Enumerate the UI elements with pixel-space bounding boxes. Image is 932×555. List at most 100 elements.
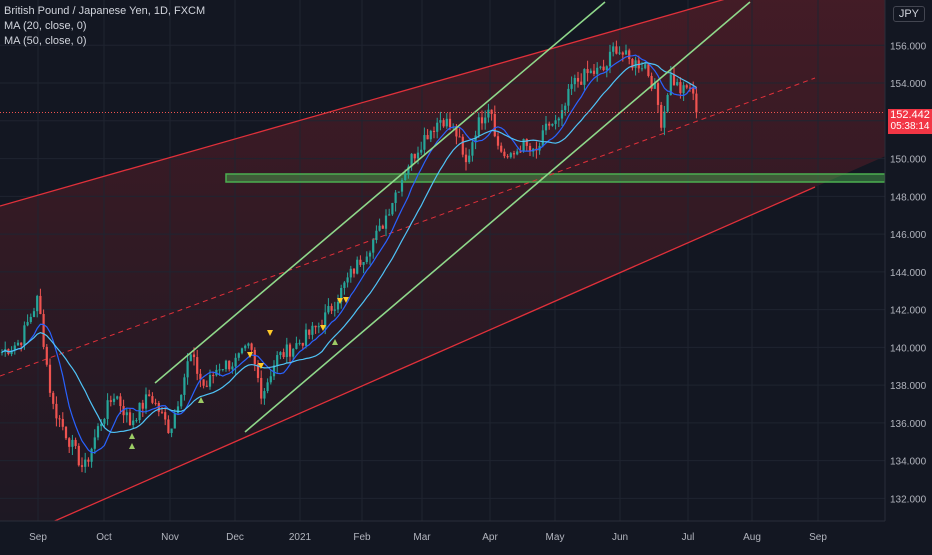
candle-body <box>87 459 90 462</box>
candle-body <box>119 396 122 407</box>
candle-body <box>132 420 135 426</box>
candle-body <box>285 344 288 358</box>
candle-body <box>586 69 589 74</box>
candle-body <box>288 344 292 357</box>
sell-signal-marker <box>343 297 349 303</box>
candle-body <box>343 282 346 288</box>
channel-fill <box>0 0 885 545</box>
candle-body <box>29 316 32 322</box>
time-tick-label: Nov <box>161 532 179 543</box>
ma50-legend[interactable]: MA (50, close, 0) <box>4 35 87 47</box>
candle-body <box>429 130 432 140</box>
candle-body <box>557 118 560 121</box>
candle-body <box>420 149 423 153</box>
candle-body <box>448 118 452 128</box>
candle-body <box>461 136 464 155</box>
candle-body <box>516 151 519 155</box>
candle-body <box>13 345 16 351</box>
candle-body <box>231 366 234 370</box>
candle-body <box>436 122 439 132</box>
candle-body <box>487 109 490 118</box>
time-tick-label: Feb <box>353 532 371 543</box>
last-price-value: 152.442 <box>890 109 930 121</box>
candle-body <box>244 345 247 349</box>
price-tick-label: 150.000 <box>890 155 927 166</box>
candle-body <box>282 352 285 358</box>
candle-body <box>333 309 336 311</box>
candle-body <box>0 352 4 354</box>
candle-body <box>276 355 279 366</box>
candle-body <box>490 109 493 114</box>
currency-badge[interactable]: JPY <box>892 6 925 22</box>
channel-mid-line <box>0 77 816 377</box>
candle-body <box>672 74 676 86</box>
candle-body <box>304 329 308 346</box>
candle-body <box>68 438 71 447</box>
candle-body <box>39 295 42 314</box>
candle-body <box>493 113 496 137</box>
time-tick-label: Sep <box>29 532 47 543</box>
candle-body <box>125 412 128 416</box>
candle-body <box>298 342 301 344</box>
candle-body <box>269 376 272 383</box>
candle-body <box>669 74 672 96</box>
candle-body <box>695 93 698 113</box>
candle-body <box>154 402 157 404</box>
candle-body <box>464 154 468 163</box>
candle-body <box>96 426 100 438</box>
candle-body <box>272 365 276 377</box>
channel-upper-line <box>0 0 725 207</box>
candle-body <box>42 313 45 347</box>
ma20-legend[interactable]: MA (20, close, 0) <box>4 20 87 32</box>
candle-body <box>384 215 388 229</box>
candle-body <box>388 214 391 216</box>
candle-body <box>77 445 80 466</box>
candle-body <box>311 325 314 335</box>
candle-body <box>423 135 426 150</box>
time-tick-label: Aug <box>743 532 761 543</box>
candle-body <box>346 277 349 283</box>
candle-body <box>605 66 608 71</box>
candle-body <box>199 373 202 380</box>
candle-body <box>410 153 413 167</box>
buy-signal-marker <box>129 443 135 449</box>
candle-body <box>80 465 84 467</box>
candle-body <box>141 402 144 409</box>
candle-body <box>548 123 551 126</box>
candle-body <box>644 64 647 69</box>
candle-body <box>570 84 573 89</box>
candle-body <box>592 70 596 74</box>
symbol-title[interactable]: British Pound / Japanese Yen, 1D, FXCM <box>4 5 206 17</box>
candle-body <box>474 135 477 143</box>
candle-body <box>260 377 263 399</box>
candle-body <box>442 120 445 127</box>
candle-body <box>362 262 365 265</box>
candle-body <box>327 306 330 313</box>
candle-body <box>368 252 372 257</box>
candle-body <box>679 82 682 94</box>
price-tick-label: 132.000 <box>890 494 927 505</box>
candle-body <box>250 343 253 350</box>
candle-body <box>541 130 544 146</box>
candle-body <box>576 77 580 82</box>
candle-body <box>263 391 266 399</box>
ma20-line <box>1 54 697 454</box>
candle-body <box>618 52 621 54</box>
price-tick-label: 148.000 <box>890 192 927 203</box>
candle-body <box>589 70 592 74</box>
candle-body <box>340 287 343 302</box>
time-tick-label: Sep <box>809 532 827 543</box>
candle-body <box>528 145 532 152</box>
candle-body <box>554 120 557 124</box>
candle-body <box>148 394 151 397</box>
candle-body <box>522 139 525 152</box>
candle-body <box>676 82 679 86</box>
candle-body <box>224 360 228 370</box>
candle-body <box>247 343 250 346</box>
candle-body <box>61 418 64 427</box>
candle-body <box>650 75 653 89</box>
candle-body <box>509 153 512 158</box>
candle-body <box>212 375 215 377</box>
